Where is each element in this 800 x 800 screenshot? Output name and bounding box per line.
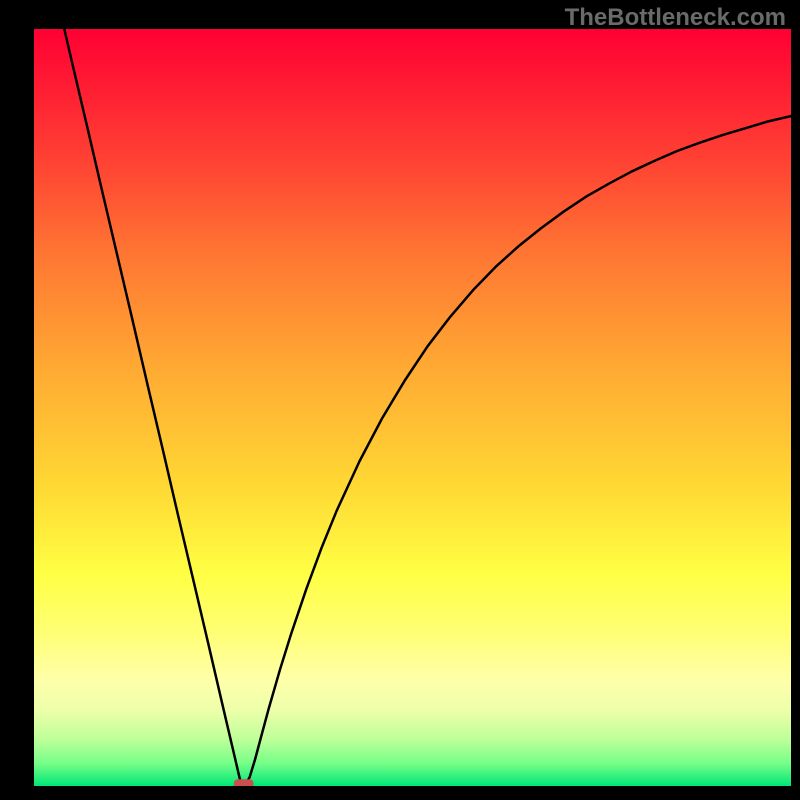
minimum-marker [234, 779, 254, 786]
chart-frame: TheBottleneck.com [0, 0, 800, 800]
watermark-text: TheBottleneck.com [565, 4, 786, 32]
gradient-background [34, 29, 791, 786]
plot-svg [34, 29, 791, 786]
plot-area [34, 29, 791, 786]
